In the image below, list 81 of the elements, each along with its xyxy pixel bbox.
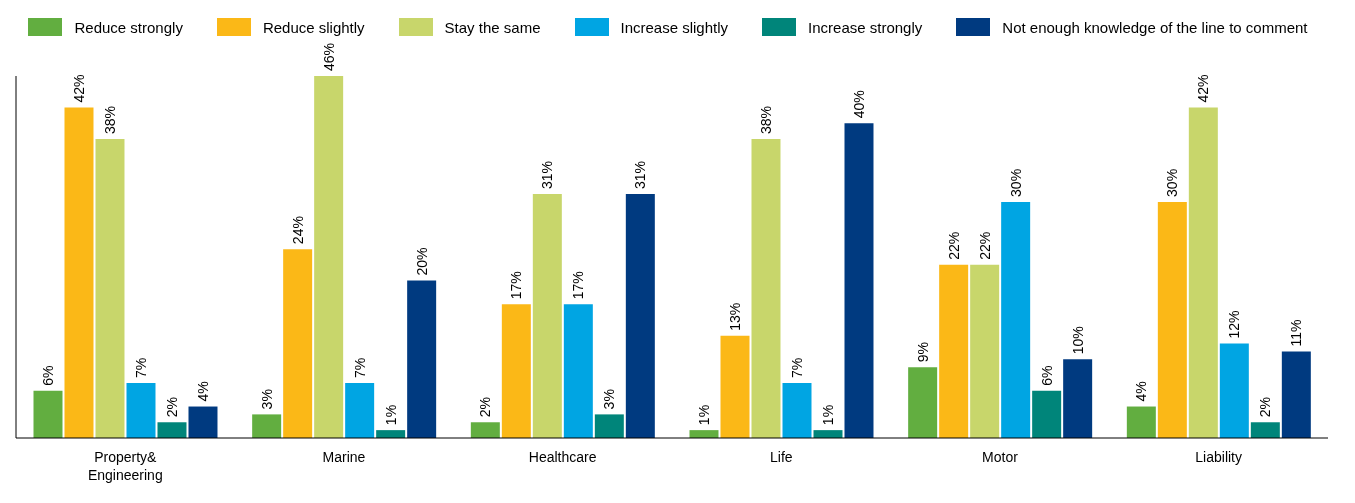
bar	[314, 76, 344, 438]
bar	[1063, 359, 1093, 438]
bar	[563, 304, 593, 438]
legend-label: Increase strongly	[808, 18, 923, 36]
data-label: 7%	[788, 357, 805, 378]
data-label: 2%	[1257, 397, 1274, 418]
data-label: 11%	[1288, 319, 1305, 347]
bar	[939, 264, 969, 438]
bar	[470, 422, 500, 438]
data-label: 6%	[1038, 365, 1055, 386]
bar	[95, 138, 125, 438]
data-label: 22%	[945, 231, 962, 260]
legend-label: Increase slightly	[620, 18, 729, 36]
bar	[751, 138, 781, 438]
data-label: 3%	[601, 389, 618, 410]
bar	[501, 304, 531, 438]
bar	[252, 414, 282, 438]
data-label: 17%	[508, 271, 525, 300]
bar	[1032, 390, 1062, 438]
data-label: 31%	[539, 161, 556, 190]
bar	[1157, 201, 1187, 438]
bar	[1188, 107, 1218, 438]
bar	[720, 335, 750, 438]
bar	[126, 382, 156, 438]
data-label: 7%	[132, 357, 149, 378]
data-label: 7%	[351, 357, 368, 378]
bar	[1126, 406, 1156, 438]
data-label: 38%	[757, 105, 774, 134]
data-label: 9%	[914, 341, 931, 363]
bar	[532, 194, 562, 438]
data-label: 40%	[850, 90, 867, 119]
bar	[625, 194, 655, 438]
data-label: 22%	[976, 231, 993, 260]
legend-label: Not enough knowledge of the line to comment	[1002, 18, 1308, 36]
bar	[1250, 422, 1280, 438]
x-tick-label: Life	[770, 449, 793, 465]
x-tick-label: Liability	[1195, 449, 1243, 465]
data-label: 17%	[570, 271, 587, 300]
bar	[782, 382, 812, 438]
data-label: 2%	[477, 397, 494, 418]
legend-label: Stay the same	[444, 18, 541, 36]
bar	[64, 107, 94, 438]
legend-label: Reduce strongly	[74, 18, 183, 36]
data-label: 1%	[819, 404, 836, 426]
data-label: 24%	[289, 216, 306, 245]
x-tick-label: Marine	[322, 449, 366, 465]
bar	[844, 123, 874, 438]
data-label: 10%	[1069, 326, 1086, 355]
bar	[1219, 343, 1249, 438]
data-label: 1%	[382, 404, 399, 426]
bar	[283, 249, 313, 438]
bar	[157, 422, 187, 438]
x-tick-label: Healthcare	[528, 449, 597, 465]
data-label: 46%	[320, 42, 337, 71]
bar	[970, 264, 1000, 438]
bar	[188, 406, 218, 438]
legend-label: Reduce slightly	[262, 18, 365, 36]
data-label: 42%	[1195, 74, 1212, 103]
bar	[407, 280, 437, 438]
x-tick-label: Property& Engineering	[87, 449, 163, 483]
bar	[1001, 201, 1031, 438]
data-label: 42%	[70, 74, 87, 103]
data-label: 20%	[413, 247, 430, 276]
bar	[908, 367, 938, 438]
x-tick-label: Motor	[982, 449, 1019, 465]
data-label: 12%	[1226, 310, 1243, 339]
bar	[1281, 351, 1311, 438]
data-label: 13%	[726, 302, 743, 331]
bar	[594, 414, 624, 438]
data-label: 30%	[1007, 168, 1024, 197]
data-label: 1%	[695, 404, 712, 426]
data-label: 6%	[39, 365, 56, 386]
data-label: 4%	[194, 381, 211, 402]
data-label: 38%	[101, 105, 118, 134]
bar	[345, 382, 375, 438]
bar	[33, 390, 63, 438]
data-label: 3%	[258, 389, 275, 410]
data-label: 30%	[1164, 168, 1181, 197]
data-label: 4%	[1133, 381, 1150, 402]
data-label: 31%	[632, 161, 649, 190]
data-label: 2%	[163, 397, 180, 418]
